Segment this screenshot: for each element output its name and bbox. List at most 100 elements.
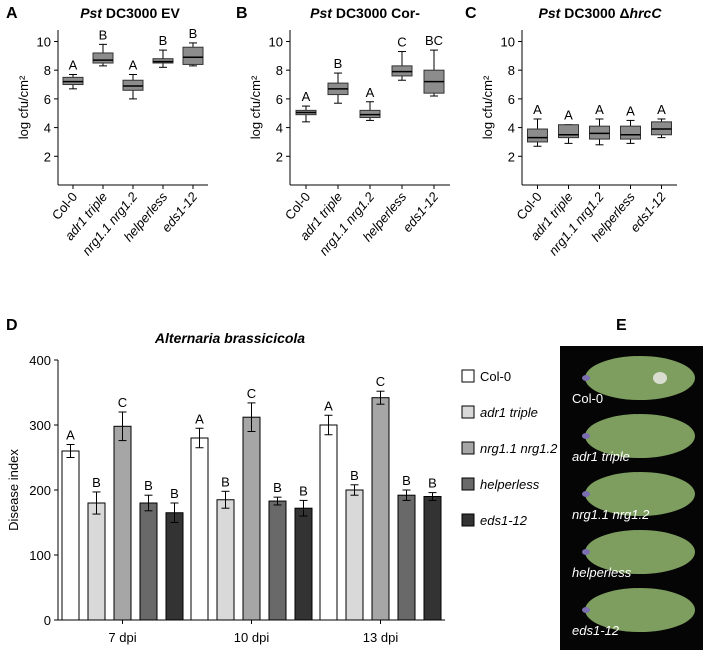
legend-swatch bbox=[461, 477, 475, 491]
leaf-tip bbox=[582, 375, 590, 381]
significance-letter: B bbox=[402, 473, 411, 488]
y-tick-label: 100 bbox=[29, 548, 51, 563]
leaf-tip bbox=[582, 491, 590, 497]
significance-letter: B bbox=[221, 474, 230, 489]
significance-letter: B bbox=[299, 483, 308, 498]
chart-title: Pst DC3000 EV bbox=[80, 5, 180, 21]
significance-letter: A bbox=[66, 428, 75, 443]
y-tick-label: 10 bbox=[37, 34, 51, 49]
panel-label: B bbox=[236, 5, 248, 22]
legend-label: adr1 triple bbox=[480, 405, 538, 420]
legend-label: helperless bbox=[480, 477, 540, 492]
chart-title: Alternaria brassicicola bbox=[154, 330, 305, 346]
leaf bbox=[585, 414, 695, 458]
y-tick-label: 200 bbox=[29, 483, 51, 498]
title-part: Pst bbox=[80, 5, 103, 21]
leaf-label: Col-0 bbox=[572, 391, 603, 406]
legend-label: Col-0 bbox=[480, 369, 511, 384]
bar bbox=[87, 502, 106, 621]
leaf bbox=[585, 472, 695, 516]
significance-letter: A bbox=[564, 108, 573, 123]
y-tick-label: 4 bbox=[44, 121, 51, 136]
significance-letter: B bbox=[170, 486, 179, 501]
significance-letter: A bbox=[595, 102, 604, 117]
y-axis-label: log cfu/cm² bbox=[16, 75, 31, 139]
y-tick-label: 2 bbox=[276, 149, 283, 164]
bar bbox=[319, 424, 338, 621]
y-tick-label: 8 bbox=[508, 63, 515, 78]
title-part: DC3000 Δ bbox=[560, 5, 629, 21]
significance-letter: B bbox=[159, 33, 168, 48]
legend-label: nrg1.1 nrg1.2 bbox=[480, 441, 558, 456]
y-axis-label: log cfu/cm² bbox=[480, 75, 495, 139]
y-tick-label: 4 bbox=[508, 121, 515, 136]
panel-label: A bbox=[6, 5, 18, 22]
y-axis-label: log cfu/cm² bbox=[248, 75, 263, 139]
y-tick-label: 0 bbox=[44, 613, 51, 628]
bar bbox=[268, 500, 287, 621]
chart-title: Pst DC3000 ΔhrcC bbox=[539, 5, 663, 21]
y-tick-label: 300 bbox=[29, 418, 51, 433]
x-tick-label: Col-0 bbox=[282, 189, 313, 222]
significance-letter: C bbox=[397, 35, 406, 50]
leaf bbox=[585, 356, 695, 400]
bar bbox=[190, 437, 209, 621]
leaf-label: helperless bbox=[572, 565, 632, 580]
significance-letter: A bbox=[195, 411, 204, 426]
x-tick-label: eds1-12 bbox=[400, 189, 442, 235]
box bbox=[182, 46, 204, 65]
legend-label: eds1-12 bbox=[480, 513, 528, 528]
y-tick-label: 400 bbox=[29, 353, 51, 368]
significance-letter: C bbox=[247, 386, 256, 401]
significance-letter: B bbox=[189, 26, 198, 41]
significance-letter: A bbox=[69, 57, 78, 72]
lesion bbox=[653, 372, 667, 384]
box bbox=[558, 124, 579, 139]
title-part: hrcC bbox=[630, 5, 663, 21]
y-tick-label: 10 bbox=[269, 34, 283, 49]
bar bbox=[423, 496, 442, 621]
significance-letter: A bbox=[366, 85, 375, 100]
bar bbox=[242, 416, 261, 621]
legend-swatch bbox=[461, 513, 475, 527]
legend-swatch bbox=[461, 405, 475, 419]
significance-letter: A bbox=[626, 103, 635, 118]
significance-letter: C bbox=[376, 374, 385, 389]
title-part: Pst bbox=[310, 5, 333, 21]
significance-letter: BC bbox=[425, 33, 443, 48]
x-tick-label: 13 dpi bbox=[363, 630, 399, 645]
title-part: Pst bbox=[539, 5, 562, 21]
leaf-label: adr1 triple bbox=[572, 449, 630, 464]
y-tick-label: 6 bbox=[276, 92, 283, 107]
bar bbox=[216, 499, 235, 621]
leaf bbox=[585, 530, 695, 574]
bar bbox=[345, 489, 364, 621]
bar bbox=[139, 502, 158, 621]
panel-label: C bbox=[465, 5, 477, 22]
significance-letter: A bbox=[533, 102, 542, 117]
bar bbox=[397, 494, 416, 621]
box bbox=[527, 128, 548, 143]
bar bbox=[165, 512, 184, 621]
significance-letter: A bbox=[324, 398, 333, 413]
significance-letter: A bbox=[129, 57, 138, 72]
box bbox=[620, 125, 641, 140]
significance-letter: B bbox=[99, 27, 108, 42]
panel-label: D bbox=[6, 317, 18, 334]
significance-letter: B bbox=[350, 468, 359, 483]
y-tick-label: 6 bbox=[44, 92, 51, 107]
leaf-tip bbox=[582, 549, 590, 555]
bar bbox=[294, 507, 313, 621]
leaf-tip bbox=[582, 433, 590, 439]
legend-swatch bbox=[461, 369, 475, 383]
significance-letter: A bbox=[657, 102, 666, 117]
significance-letter: B bbox=[92, 475, 101, 490]
box bbox=[92, 52, 114, 64]
leaf-label: nrg1.1 nrg1.2 bbox=[572, 507, 650, 522]
y-tick-label: 10 bbox=[501, 34, 515, 49]
y-tick-label: 6 bbox=[508, 92, 515, 107]
y-tick-label: 2 bbox=[508, 149, 515, 164]
leaf-label: eds1-12 bbox=[572, 623, 620, 638]
significance-letter: A bbox=[302, 89, 311, 104]
